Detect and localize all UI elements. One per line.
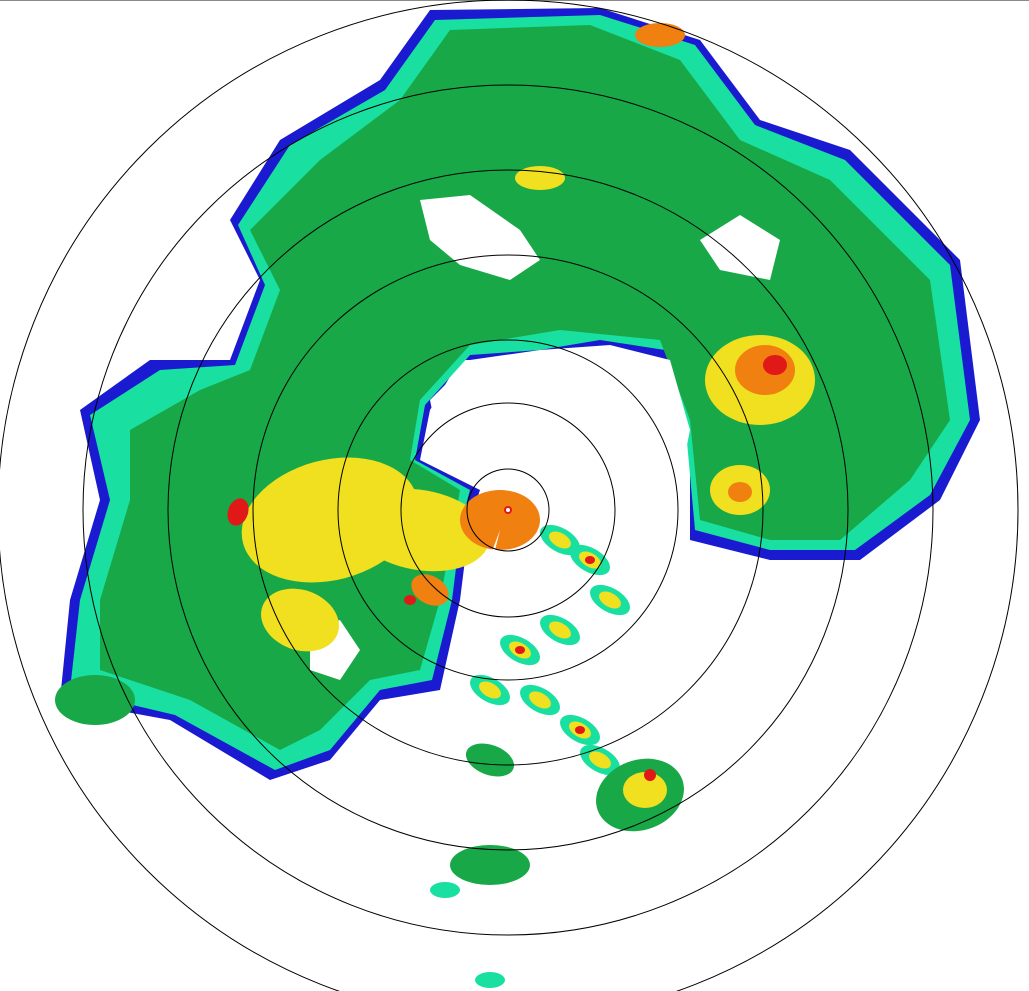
echo-cell (55, 675, 135, 725)
convective-cell-peak (585, 556, 595, 564)
range-ring-1 (466, 468, 550, 552)
heavy-echo-cell (515, 166, 565, 190)
heavy-echo-band (350, 488, 490, 572)
convective-cell-core (599, 591, 621, 609)
convective-cell-core (479, 681, 501, 699)
range-ring-4 (252, 254, 764, 766)
extreme-echo-cell (763, 355, 787, 375)
intense-echo-cell (635, 23, 685, 47)
echo-cell (465, 743, 515, 777)
heavy-echo-cell (623, 772, 667, 808)
echo-cell (450, 845, 530, 885)
extreme-echo-cell (227, 498, 249, 526)
range-ring-6 (82, 84, 934, 936)
convective-cell-core (549, 621, 571, 639)
beam-blockage (470, 530, 500, 612)
clear-gap (700, 215, 780, 280)
convective-cell-core (529, 691, 551, 709)
range-ring-5 (167, 169, 849, 851)
clear-echo-center (430, 345, 690, 480)
convective-cell-peak (515, 646, 525, 654)
clear-gap (420, 195, 540, 280)
echo-cell (475, 972, 505, 988)
range-ring-3 (337, 339, 679, 681)
radar-site-marker (504, 506, 512, 514)
convective-cell-core (589, 751, 611, 769)
intense-echo-core (460, 490, 540, 550)
extreme-echo-cell (644, 769, 656, 781)
convective-cell-peak (575, 726, 585, 734)
echo-cell (430, 882, 460, 898)
heavy-echo-cell (261, 588, 339, 652)
range-ring-2 (400, 402, 616, 618)
extreme-echo-cell (404, 595, 416, 605)
intense-echo-cell (728, 482, 752, 502)
intense-echo-cell (411, 574, 449, 606)
convective-cell-core (549, 531, 571, 549)
precipitation-echoes (55, 8, 980, 988)
